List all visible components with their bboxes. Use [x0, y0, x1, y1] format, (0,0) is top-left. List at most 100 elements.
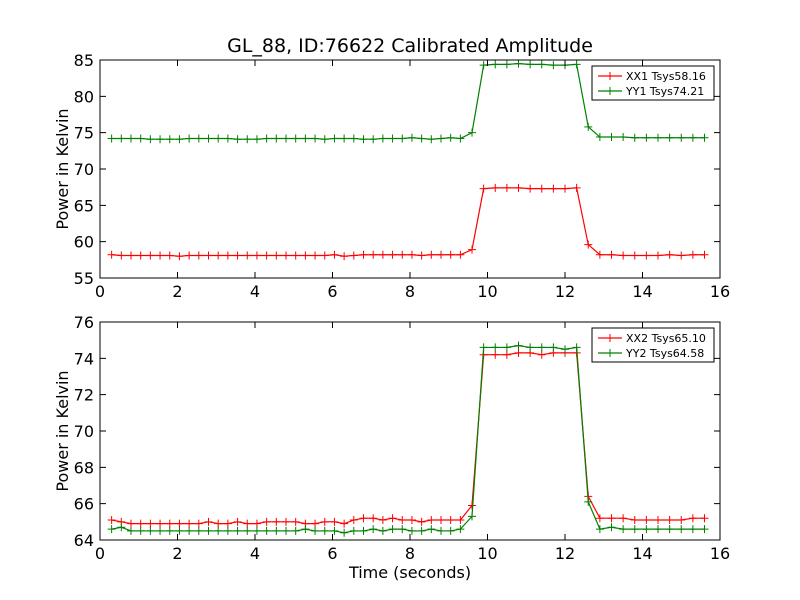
data-point	[185, 526, 194, 535]
data-point	[262, 526, 271, 535]
data-point	[359, 250, 368, 259]
data-point	[233, 135, 242, 144]
data-point	[654, 133, 662, 142]
data-point	[700, 514, 709, 523]
data-point	[272, 517, 281, 526]
data-point	[468, 512, 476, 521]
data-point	[233, 251, 242, 260]
data-point	[320, 251, 329, 260]
data-point	[491, 343, 500, 352]
y-tick-label: 64	[74, 531, 94, 550]
data-point	[127, 526, 135, 535]
data-point	[407, 526, 416, 535]
data-point	[630, 525, 639, 534]
y-tick-label: 55	[74, 269, 94, 288]
data-point	[223, 519, 232, 528]
data-point	[272, 251, 281, 260]
series-markers-2	[107, 341, 709, 537]
data-point	[642, 251, 651, 260]
data-point	[619, 251, 628, 260]
data-point	[514, 59, 523, 68]
data-point	[607, 133, 616, 142]
data-point	[642, 516, 651, 525]
data-point	[165, 519, 174, 528]
data-point	[291, 526, 300, 535]
series-line-2	[111, 345, 705, 534]
data-point	[175, 526, 184, 535]
data-point	[301, 134, 310, 143]
x-tick-label: 10	[477, 282, 497, 301]
data-point	[607, 250, 616, 259]
data-point	[359, 526, 368, 535]
data-point	[417, 134, 426, 143]
data-point	[262, 134, 271, 143]
data-point	[330, 526, 339, 535]
data-point	[194, 134, 203, 143]
data-point	[214, 519, 223, 528]
data-point	[272, 134, 281, 143]
data-point	[398, 516, 407, 525]
data-point	[349, 251, 358, 260]
data-point	[427, 516, 436, 525]
x-tick-label: 12	[555, 544, 575, 563]
data-point	[214, 526, 223, 535]
data-point	[311, 526, 320, 535]
data-point	[502, 183, 511, 192]
data-point	[388, 525, 397, 534]
data-point	[665, 516, 674, 525]
data-point	[502, 350, 511, 359]
data-point	[595, 525, 604, 534]
data-point	[677, 251, 686, 260]
x-tick-label: 16	[710, 544, 730, 563]
data-point	[677, 525, 686, 534]
data-point	[185, 519, 194, 528]
x-tick-label: 12	[555, 282, 575, 301]
legend: XX1 Tsys58.16 YY1 Tsys74.21	[591, 65, 715, 101]
data-point	[417, 517, 426, 526]
series-markers-2	[107, 59, 709, 144]
data-point	[301, 525, 310, 534]
data-point	[468, 128, 476, 137]
data-point	[194, 526, 203, 535]
data-point	[204, 251, 213, 260]
x-tick-label: 2	[172, 544, 182, 563]
data-point	[136, 519, 145, 528]
data-point	[311, 134, 320, 143]
data-point	[291, 134, 300, 143]
data-point	[204, 517, 213, 526]
data-point	[491, 183, 500, 192]
y-tick-label: 68	[74, 458, 94, 477]
data-point	[320, 526, 329, 535]
data-point	[688, 514, 697, 523]
data-point	[330, 134, 339, 143]
data-point	[502, 343, 511, 352]
data-point	[595, 250, 604, 259]
data-point	[194, 519, 203, 528]
data-point	[146, 251, 155, 260]
data-point	[320, 517, 329, 526]
data-point	[456, 134, 465, 143]
data-point	[456, 525, 465, 534]
x-tick-label: 16	[710, 282, 730, 301]
data-point	[388, 514, 397, 523]
data-point	[537, 184, 546, 193]
y-tick-label: 85	[74, 51, 94, 70]
x-tick-label: 0	[95, 282, 105, 301]
data-point	[595, 133, 604, 142]
data-point	[607, 514, 616, 523]
y-tick-label: 60	[74, 233, 94, 252]
data-point	[619, 514, 628, 523]
data-point	[700, 250, 709, 259]
data-point	[204, 134, 213, 143]
data-point	[561, 184, 569, 193]
data-point	[549, 61, 558, 70]
data-point	[654, 525, 662, 534]
top-panel: GL_88, ID:76622 Calibrated Amplitude 0 2 4 6…	[53, 35, 730, 301]
data-point	[388, 134, 397, 143]
data-point	[349, 526, 358, 535]
x-tick-label: 8	[405, 282, 415, 301]
data-point	[175, 519, 184, 528]
data-point	[665, 525, 674, 534]
